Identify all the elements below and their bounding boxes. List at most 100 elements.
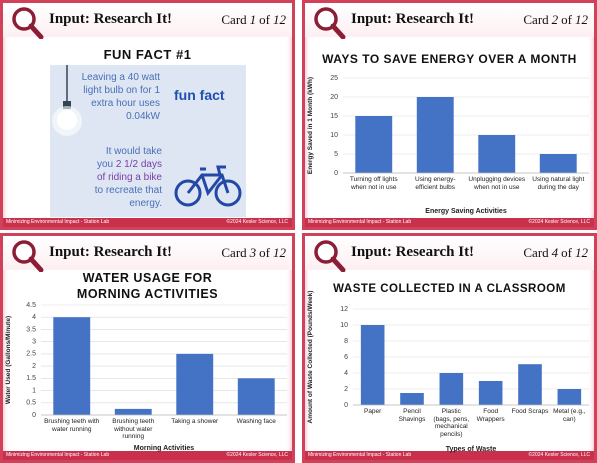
card-number: 3 [249, 245, 257, 260]
bike-frame [186, 165, 230, 197]
task-card: Input: Research It! Card 3 of 12 Minimizing E… [0, 233, 295, 463]
x-axis-label: Energy Saving Activities [425, 208, 507, 215]
footer-right: ©2024 Kesler Science, LLC [226, 219, 289, 225]
y-tick-label: 25 [330, 75, 338, 82]
task-card: Input: Research It! Card 1 of 12 Minimizing E… [0, 0, 295, 230]
of-word: of [561, 245, 572, 260]
card-total: 12 [575, 12, 588, 27]
magnifier-icon [314, 240, 346, 272]
bike-icon [174, 165, 242, 207]
bar [114, 408, 152, 415]
bike-wheel [174, 179, 202, 207]
y-tick-label: 1.5 [26, 375, 36, 382]
chart: WAYS TO SAVE ENERGY OVER A MONTH 0 5 10 15 20… [307, 52, 589, 215]
y-axis-label: Amount of Waste Collected (Pounds/Week) [307, 290, 314, 424]
of-word: of [561, 12, 572, 27]
y-axis-label-box: Amount of Waste Collected (Pounds/Week) [307, 290, 314, 424]
y-tick-label: 10 [330, 132, 338, 139]
card-header: Input: Research It! Card 4 of 12 [305, 236, 594, 272]
x-tick-label-box: Using natural light during the day [532, 176, 584, 191]
footer-left: Minimizing Environmental Impact - Statio… [308, 452, 412, 458]
x-tick-label-box: Brushing teeth without water running [112, 418, 155, 440]
handle [28, 23, 44, 39]
footer-right: ©2024 Kesler Science, LLC [226, 452, 289, 458]
chart-title-box: WAYS TO SAVE ENERGY OVER A MONTH [322, 52, 576, 66]
x-tick-label-box: Brushing teeth with water running [44, 418, 99, 433]
handle [330, 23, 346, 39]
bar [360, 325, 385, 405]
y-tick-label: 3 [32, 339, 36, 346]
x-tick-label: Pencil Shavings [398, 408, 426, 423]
card-header: Input: Research It! Card 3 of 12 [3, 236, 292, 272]
footer-left: Minimizing Environmental Impact - Statio… [6, 219, 110, 225]
fun-fact-text-part: to recreate that energy. [94, 185, 162, 209]
y-tick-label: 5 [334, 151, 338, 158]
card-footer: Minimizing Environmental Impact - Statio… [305, 218, 594, 227]
x-tick-label-box: Using energy-efficient bulbs [415, 176, 456, 191]
x-tick-label: Plastic (bags, pens, mechanical pencils) [433, 408, 470, 438]
chart: WATER USAGE FOR MORNING ACTIVITIES 0 0.5 1 1… [5, 272, 287, 452]
y-tick-label: 4 [344, 370, 348, 377]
chart-title-box: WASTE COLLECTED IN A CLASSROOM [333, 283, 565, 295]
chart-title-box: WATER USAGE FOR MORNING ACTIVITIES [76, 272, 219, 301]
x-tick-label: Using energy-efficient bulbs [415, 176, 456, 191]
of-word: of [259, 12, 270, 27]
bar [416, 97, 454, 173]
card-word: Card [221, 12, 247, 27]
card-header: Input: Research It! Card 2 of 12 [305, 3, 594, 39]
magnifier-icon [12, 240, 44, 272]
card-number-label: Card 4 of 12 [523, 245, 588, 261]
card-footer: Minimizing Environmental Impact - Statio… [3, 218, 292, 227]
y-tick-label: 2 [344, 386, 348, 393]
x-tick-label: Brushing teeth without water running [112, 418, 155, 440]
task-card: Input: Research It! Card 4 of 12 Minimizing E… [302, 233, 597, 463]
y-tick-label: 15 [330, 113, 338, 120]
lens [12, 7, 36, 31]
card-header-title: Input: Research It! [49, 244, 173, 260]
y-tick-label: 4 [32, 314, 36, 321]
y-tick-label: 2 [32, 363, 36, 370]
card-total: 12 [273, 245, 286, 260]
lens [12, 240, 36, 264]
x-axis-label: Types of Waste [446, 446, 497, 453]
card-number-label: Card 3 of 12 [221, 245, 286, 261]
y-tick-label: 0 [334, 170, 338, 177]
footer-left: Minimizing Environmental Impact - Statio… [308, 219, 412, 225]
chart-title: WATER USAGE FOR MORNING ACTIVITIES [76, 272, 219, 301]
fun-fact-panel: fun fact Leaving a 40 watt light bulb on … [50, 65, 246, 217]
task-card: Input: Research It! Card 2 of 12 Minimizing E… [302, 0, 597, 230]
fun-fact-text: It would take you 2 1/2 days of riding a… [90, 145, 162, 210]
card-header-title: Input: Research It! [351, 11, 475, 27]
y-tick-label: 0 [344, 402, 348, 409]
x-tick-label: Turning off lights when not in use [349, 176, 398, 191]
x-axis-label: Morning Activities [134, 445, 195, 452]
magnifier-icon [314, 7, 346, 39]
footer-right: ©2024 Kesler Science, LLC [528, 452, 591, 458]
bar [176, 353, 214, 415]
lens [314, 240, 338, 264]
card-total: 12 [273, 12, 286, 27]
card-footer: Minimizing Environmental Impact - Statio… [3, 451, 292, 460]
x-tick-label-box: Plastic (bags, pens, mechanical pencils) [433, 408, 470, 438]
bar [237, 378, 275, 415]
x-tick-label-box: Pencil Shavings [398, 408, 426, 423]
bar [400, 393, 424, 405]
bar [539, 154, 577, 173]
x-tick-label-box: Food Wrappers [476, 408, 505, 423]
card-header-title: Input: Research It! [351, 244, 475, 260]
y-tick-label: 1 [32, 387, 36, 394]
bulb-socket [63, 101, 71, 109]
chart: WASTE COLLECTED IN A CLASSROOM 0 2 4 6 8 10 12 P… [307, 283, 589, 453]
card-number: 2 [551, 12, 559, 27]
x-tick-label-box: Turning off lights when not in use [349, 176, 398, 191]
y-tick-label: 12 [340, 306, 348, 313]
x-tick-label: Food Wrappers [476, 408, 505, 423]
x-tick-label: Unplugging devices when not in use [468, 176, 526, 191]
card-word: Card [221, 245, 247, 260]
y-axis-label: Water Used (Gallons/Minute) [5, 315, 12, 405]
fun-fact-badge: fun fact [174, 87, 225, 103]
card-number-label: Card 1 of 12 [221, 12, 286, 28]
bar [557, 389, 582, 405]
card-number: 4 [551, 245, 559, 260]
